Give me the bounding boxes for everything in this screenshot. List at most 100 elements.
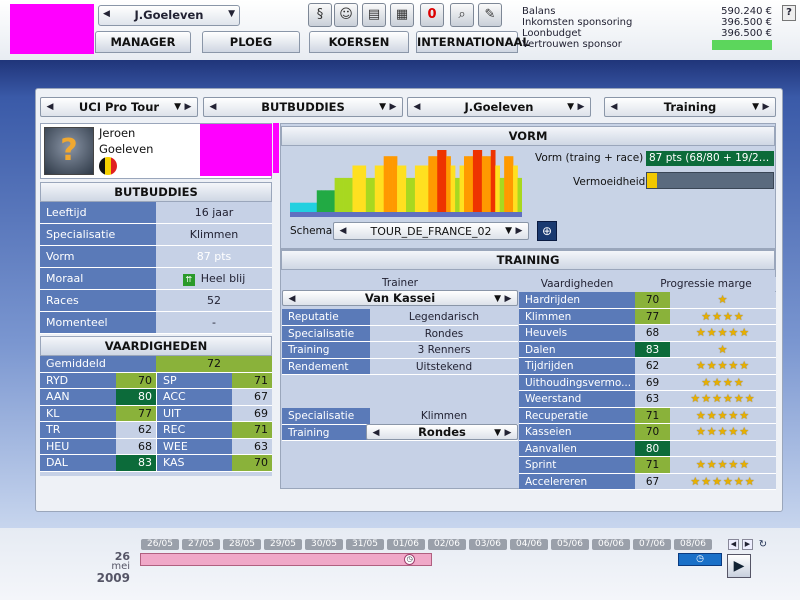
- cyclist-icon[interactable]: ☺: [334, 3, 358, 27]
- chevron-down-icon[interactable]: ▼: [174, 102, 181, 112]
- team-value: BUTBUDDIES: [261, 100, 345, 114]
- stat-value: 52: [156, 290, 272, 311]
- form-bar: [472, 150, 478, 212]
- chevron-left-icon[interactable]: ◀: [610, 102, 618, 112]
- calendar-day[interactable]: 04/06: [510, 539, 548, 550]
- training-skill-value: 83: [635, 341, 670, 357]
- trainer-select[interactable]: ◀ Van Kassei ▼ ▶: [282, 290, 518, 306]
- chevron-right-icon[interactable]: ▶: [515, 226, 523, 236]
- chevron-left-icon[interactable]: ◀: [103, 9, 110, 19]
- form-bar: [455, 177, 460, 212]
- rider-select[interactable]: ◀ J.Goeleven ▼ ▶: [407, 97, 591, 117]
- chevron-left-icon[interactable]: ◀: [288, 294, 296, 304]
- form-bar: [374, 165, 380, 212]
- chevron-down-icon[interactable]: ▼: [752, 102, 759, 112]
- trainer-info-value: Uitstekend: [370, 358, 518, 374]
- zoom-button[interactable]: ⊕: [537, 221, 557, 241]
- calendar-day[interactable]: 26/05: [141, 539, 179, 550]
- form-bar: [370, 177, 376, 212]
- skill-label: DAL: [40, 455, 116, 471]
- calendar-day[interactable]: 30/05: [305, 539, 343, 550]
- calendar-event-bar[interactable]: [140, 553, 432, 566]
- chevron-right-icon[interactable]: ▶: [389, 102, 397, 112]
- chevron-left-icon[interactable]: ◀: [372, 428, 380, 438]
- mail-icon[interactable]: 0: [420, 3, 444, 27]
- chevron-left-icon[interactable]: ◀: [46, 102, 54, 112]
- timeline-next-small-button[interactable]: ▶: [742, 539, 753, 550]
- rider-spec-value: Klimmen: [370, 408, 518, 424]
- tab-ploeg[interactable]: PLOEG: [202, 31, 300, 53]
- calendar-day[interactable]: 02/06: [428, 539, 466, 550]
- chevron-down-icon[interactable]: ▼: [379, 102, 386, 112]
- calendar-day[interactable]: 07/06: [633, 539, 671, 550]
- calendar-day[interactable]: 27/05: [182, 539, 220, 550]
- manager-select[interactable]: ◀ J.Goeleven ▼: [98, 5, 240, 26]
- document-icon[interactable]: §: [308, 3, 332, 27]
- calendar-current-marker[interactable]: ◷: [678, 553, 722, 566]
- tab-manager[interactable]: MANAGER: [95, 31, 191, 53]
- chevron-right-icon[interactable]: ▶: [577, 102, 585, 112]
- timeline-prev-button[interactable]: ◀: [728, 539, 739, 550]
- skill-value: 62: [116, 422, 156, 438]
- chevron-right-icon[interactable]: ▶: [184, 102, 192, 112]
- magnifier-icon[interactable]: ⌕: [450, 3, 474, 27]
- fatigue-bar: [646, 172, 774, 189]
- newspaper-icon[interactable]: ▦: [390, 3, 414, 27]
- calendar-day[interactable]: 31/05: [346, 539, 384, 550]
- chevron-right-icon[interactable]: ▶: [504, 428, 512, 438]
- notepad-icon[interactable]: ✎: [478, 3, 502, 27]
- calendar-day[interactable]: 08/06: [674, 539, 712, 550]
- stat-label: Momenteel: [40, 312, 156, 333]
- form-bar: [401, 165, 407, 212]
- chevron-down-icon[interactable]: ▼: [567, 102, 574, 112]
- trainer-info: Reputatie Legendarisch Specialisatie Rondes…: [282, 309, 518, 375]
- form-bar: [383, 156, 389, 212]
- calendar-day[interactable]: 01/06: [387, 539, 425, 550]
- skills-grid: RYD 70 SP 71 AAN 80 ACC 67 KL 77 UIT 69 TR 62 REC 71 HEU…: [40, 372, 272, 472]
- trainer-info-label: Rendement: [282, 358, 370, 374]
- training-skill-label: Accelereren: [519, 473, 635, 489]
- team-select[interactable]: ◀ BUTBUDDIES ▼ ▶: [203, 97, 403, 117]
- scroll-indicator[interactable]: [273, 123, 279, 173]
- chevron-left-icon[interactable]: ◀: [413, 102, 421, 112]
- tab-internationaal[interactable]: INTERNATIONAAL: [416, 31, 530, 53]
- skill-row: TR 62 REC 71: [40, 422, 272, 439]
- trainer-info-row: Rendement Uitstekend: [282, 358, 518, 375]
- chevron-down-icon[interactable]: ▼: [505, 226, 512, 236]
- chevron-down-icon[interactable]: ▼: [228, 9, 235, 19]
- progress-stars-icon: ★★★★★: [670, 407, 776, 423]
- help-button[interactable]: ?: [782, 5, 796, 21]
- form-chart-baseline: [290, 212, 522, 217]
- calendar-day[interactable]: 03/06: [469, 539, 507, 550]
- schema-value: TOUR_DE_FRANCE_02: [370, 225, 492, 238]
- zoom-icon: ⊕: [541, 224, 553, 238]
- timeline-reset-button[interactable]: ↻: [758, 539, 768, 550]
- schema-label: Schema: [290, 225, 333, 237]
- chevron-down-icon[interactable]: ▼: [494, 428, 501, 438]
- form-bar: [339, 177, 344, 212]
- chevron-down-icon[interactable]: ▼: [494, 294, 501, 304]
- form-bar: [446, 156, 451, 212]
- chevron-left-icon[interactable]: ◀: [209, 102, 217, 112]
- form-bar: [316, 190, 322, 212]
- calendar-day[interactable]: 28/05: [223, 539, 261, 550]
- view-select[interactable]: ◀ Training ▼ ▶: [604, 97, 776, 117]
- calendar-day[interactable]: 05/06: [551, 539, 589, 550]
- rider-profile: ? Jeroen Goeleven: [40, 123, 272, 179]
- chevron-left-icon[interactable]: ◀: [339, 226, 347, 236]
- money-icon[interactable]: ▤: [362, 3, 386, 27]
- form-bar: [499, 177, 505, 212]
- league-select[interactable]: ◀ UCI Pro Tour ▼ ▶: [40, 97, 198, 117]
- training-type-select[interactable]: ◀ Rondes ▼ ▶: [366, 424, 518, 440]
- skill-value: 67: [232, 389, 272, 405]
- skill-value: 70: [232, 455, 272, 471]
- trainer-info-label: Training: [282, 342, 370, 358]
- next-day-button[interactable]: ▶: [727, 554, 751, 578]
- trainer-info-label: Specialisatie: [282, 325, 370, 341]
- calendar-day[interactable]: 06/06: [592, 539, 630, 550]
- calendar-day[interactable]: 29/05: [264, 539, 302, 550]
- tab-koersen[interactable]: KOERSEN: [309, 31, 409, 53]
- chevron-right-icon[interactable]: ▶: [504, 294, 512, 304]
- chevron-right-icon[interactable]: ▶: [762, 102, 770, 112]
- schema-select[interactable]: ◀ TOUR_DE_FRANCE_02 ▼ ▶: [333, 222, 529, 240]
